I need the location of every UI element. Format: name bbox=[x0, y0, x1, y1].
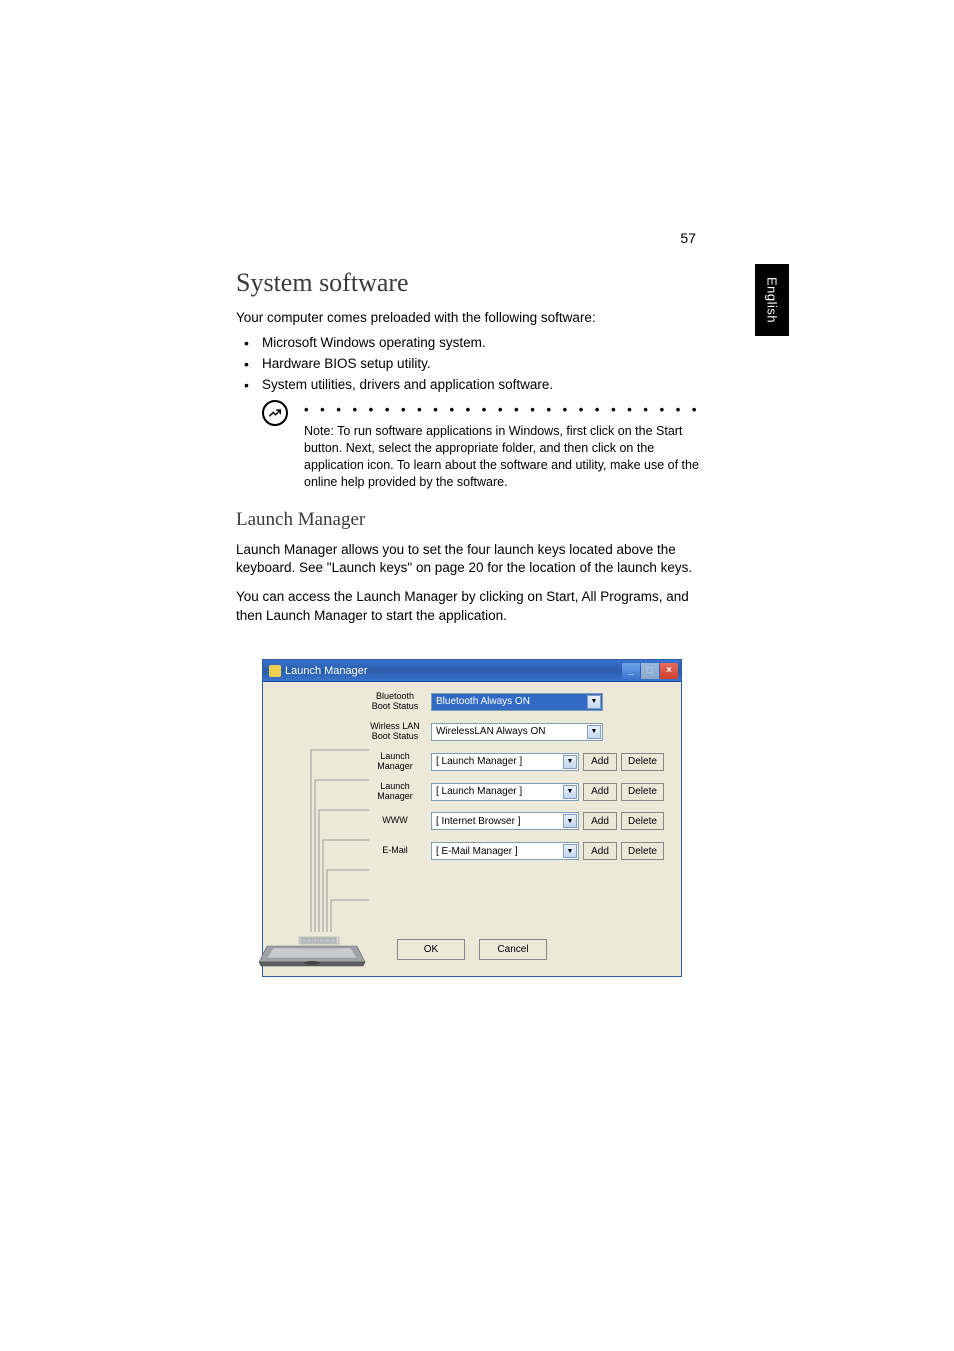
add-button[interactable]: Add bbox=[583, 783, 617, 801]
row-label: LaunchManager bbox=[363, 782, 427, 802]
combo-box[interactable]: [ Launch Manager ]▼ bbox=[431, 753, 579, 771]
row-label: BluetoothBoot Status bbox=[363, 692, 427, 712]
row-label: LaunchManager bbox=[363, 752, 427, 772]
page-content: System software Your computer comes prel… bbox=[236, 268, 706, 636]
delete-button[interactable]: Delete bbox=[621, 842, 664, 860]
setting-row: LaunchManager[ Launch Manager ]▼AddDelet… bbox=[363, 752, 664, 772]
setting-row: Wirless LANBoot StatusWirelessLAN Always… bbox=[363, 722, 603, 742]
page-title: System software bbox=[236, 268, 706, 298]
combo-box[interactable]: [ Internet Browser ]▼ bbox=[431, 812, 579, 830]
delete-button[interactable]: Delete bbox=[621, 812, 664, 830]
combo-box[interactable]: [ Launch Manager ]▼ bbox=[431, 783, 579, 801]
maximize-button: □ bbox=[641, 663, 659, 679]
app-icon bbox=[269, 665, 281, 677]
row-label: Wirless LANBoot Status bbox=[363, 722, 427, 742]
combo-text: [ Launch Manager ] bbox=[436, 786, 576, 797]
launch-manager-window: Launch Manager _ □ × bbox=[262, 659, 682, 977]
window-controls: _ □ × bbox=[622, 663, 681, 679]
delete-button[interactable]: Delete bbox=[621, 783, 664, 801]
minimize-button[interactable]: _ bbox=[622, 663, 640, 679]
dialog-body: BluetoothBoot StatusBluetooth Always ON▼… bbox=[263, 682, 681, 976]
bullet-list: Microsoft Windows operating system. Hard… bbox=[236, 335, 706, 392]
titlebar[interactable]: Launch Manager _ □ × bbox=[263, 660, 681, 682]
setting-row: LaunchManager[ Launch Manager ]▼AddDelet… bbox=[363, 782, 664, 802]
add-button[interactable]: Add bbox=[583, 842, 617, 860]
combo-box[interactable]: WirelessLAN Always ON▼ bbox=[431, 723, 603, 741]
combo-text: [ Internet Browser ] bbox=[436, 816, 576, 827]
setting-row: E-Mail[ E-Mail Manager ]▼AddDelete bbox=[363, 842, 664, 860]
chevron-down-icon[interactable]: ▼ bbox=[563, 755, 577, 769]
note-text: Note: To run software applications in Wi… bbox=[304, 423, 706, 491]
dots-divider: • • • • • • • • • • • • • • • • • • • • … bbox=[304, 402, 706, 417]
chevron-down-icon[interactable]: ▼ bbox=[563, 785, 577, 799]
window-title: Launch Manager bbox=[285, 665, 622, 677]
combo-box[interactable]: [ E-Mail Manager ]▼ bbox=[431, 842, 579, 860]
note-block: • • • • • • • • • • • • • • • • • • • • … bbox=[262, 402, 706, 491]
list-item: Microsoft Windows operating system. bbox=[262, 335, 706, 350]
language-tab: English bbox=[755, 264, 789, 336]
section-heading: Launch Manager bbox=[236, 509, 706, 531]
chevron-down-icon[interactable]: ▼ bbox=[587, 725, 601, 739]
list-item: System utilities, drivers and applicatio… bbox=[262, 377, 706, 392]
add-button[interactable]: Add bbox=[583, 812, 617, 830]
cancel-button[interactable]: Cancel bbox=[479, 939, 547, 960]
setting-row: BluetoothBoot StatusBluetooth Always ON▼ bbox=[363, 692, 603, 712]
intro-text: Your computer comes preloaded with the f… bbox=[236, 310, 706, 325]
chevron-down-icon[interactable]: ▼ bbox=[563, 844, 577, 858]
combo-text: [ Launch Manager ] bbox=[436, 756, 576, 767]
note-icon bbox=[262, 400, 288, 426]
close-button[interactable]: × bbox=[660, 663, 678, 679]
ok-button[interactable]: OK bbox=[397, 939, 465, 960]
paragraph: You can access the Launch Manager by cli… bbox=[236, 588, 706, 626]
page-number: 57 bbox=[680, 230, 696, 246]
chevron-down-icon[interactable]: ▼ bbox=[587, 695, 601, 709]
row-label: E-Mail bbox=[363, 846, 427, 856]
chevron-down-icon[interactable]: ▼ bbox=[563, 814, 577, 828]
paragraph: Launch Manager allows you to set the fou… bbox=[236, 541, 706, 579]
laptop-illustration bbox=[259, 732, 369, 968]
add-button[interactable]: Add bbox=[583, 753, 617, 771]
combo-text: WirelessLAN Always ON bbox=[436, 726, 600, 737]
combo-text: Bluetooth Always ON bbox=[436, 696, 600, 707]
row-label: WWW bbox=[363, 816, 427, 826]
combo-text: [ E-Mail Manager ] bbox=[436, 846, 576, 857]
list-item: Hardware BIOS setup utility. bbox=[262, 356, 706, 371]
combo-box[interactable]: Bluetooth Always ON▼ bbox=[431, 693, 603, 711]
setting-row: WWW[ Internet Browser ]▼AddDelete bbox=[363, 812, 664, 830]
delete-button[interactable]: Delete bbox=[621, 753, 664, 771]
